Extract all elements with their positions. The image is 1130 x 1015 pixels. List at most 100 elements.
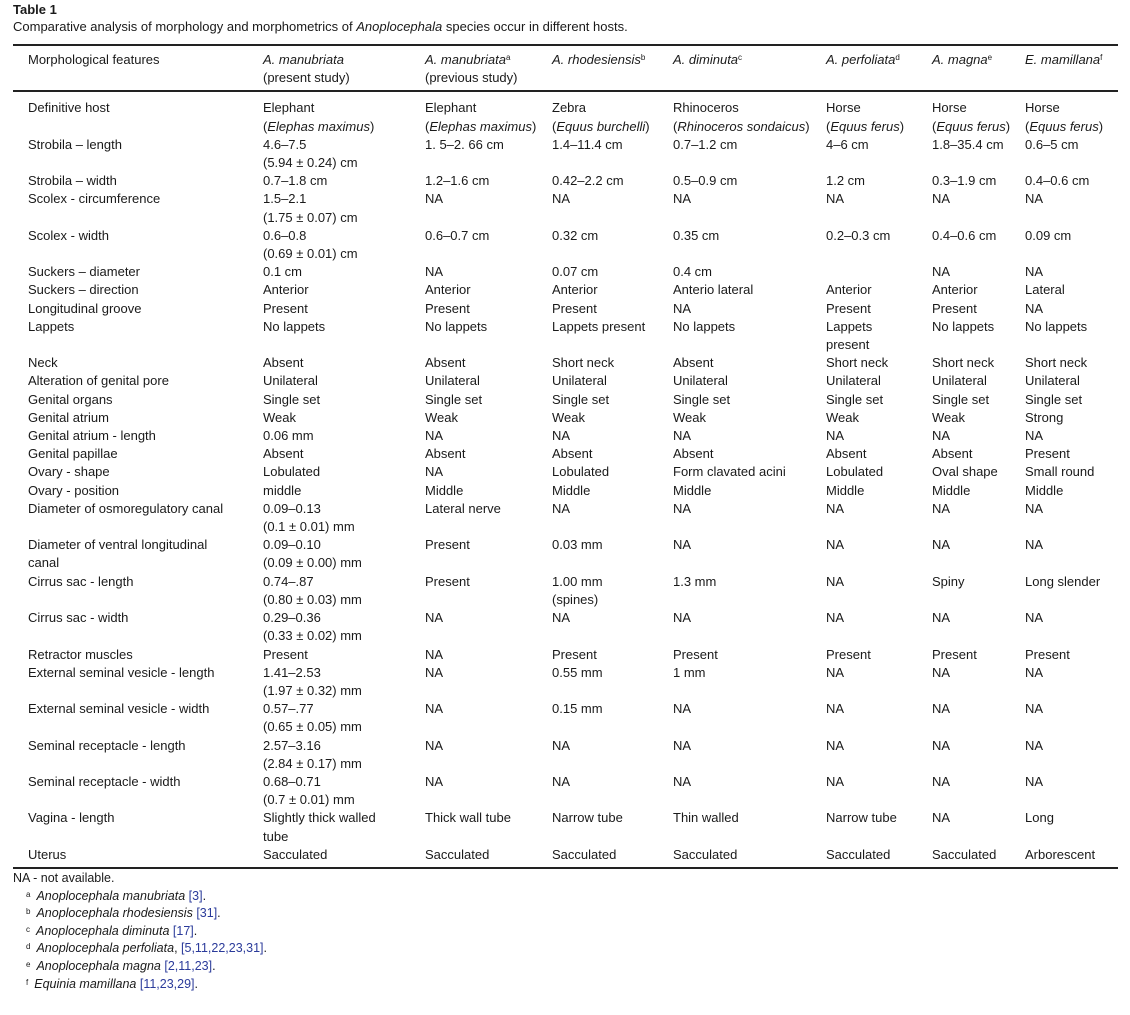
table-cell: NA [673, 428, 692, 444]
table-row: Scolex - width 0.6–0.8 (0.69 ± 0.01) cm 0.… [13, 227, 1118, 263]
footnote-refs[interactable]: [31] [196, 906, 218, 921]
host-latin: Elephas maximus [429, 118, 532, 134]
table-cell: Lobulated [263, 464, 321, 480]
table-cell: Weak [425, 409, 458, 425]
table-cell: Single set [673, 391, 731, 407]
header-species: A. magnae [932, 43, 1025, 93]
footnote-mark: a [26, 889, 31, 899]
row-label: Diameter of ventral longitudinal canal [28, 537, 208, 571]
table-cell: Middle [552, 482, 591, 498]
table-cell: Present [1025, 646, 1070, 662]
footnote-refs[interactable]: [5,11,22,23,31] [181, 941, 264, 956]
table-cell: 2.57–3.16 (2.84 ± 0.17) mm [263, 737, 362, 771]
row-label: Genital organs [28, 391, 113, 407]
table-cell: Lappets present [826, 318, 873, 353]
footnote-mark: e [987, 53, 993, 62]
table-row: Cirrus sac - length 0.74–.87 (0.80 ± 0.03… [13, 573, 1118, 609]
footnote-refs[interactable]: [2,11,23] [164, 958, 213, 973]
table-cell: Form clavated acini [673, 464, 786, 480]
table-cell: Unilateral [263, 373, 318, 389]
comparison-table: Morphological features A. manubriata (pres… [13, 43, 1118, 869]
table-cell: NA [425, 646, 444, 662]
table-row: Alteration of genital pore Unilateral Unil… [13, 372, 1118, 390]
table-cell: Unilateral [1025, 373, 1080, 389]
host-cell: Horse (Equus ferus) [1025, 100, 1104, 134]
header-species: A. manubriataa (previous study) [425, 43, 552, 93]
table-row: Scolex - circumference 1.5–2.1 (1.75 ± 0.… [13, 190, 1118, 226]
table-cell: Sacculated [552, 845, 673, 869]
table-cell: Sacculated [673, 845, 826, 869]
table-row: Diameter of osmoregulatory canal 0.09–0.1… [13, 500, 1118, 536]
table-cell: Single set [932, 391, 990, 407]
row-label: Ovary - shape [28, 464, 110, 480]
footnote-refs[interactable]: [3] [188, 888, 203, 903]
footnote-refs[interactable]: [17] [172, 923, 194, 938]
footnote-end: . [217, 906, 221, 921]
table-cell: Anterior [932, 282, 978, 298]
footnote-mark: c [26, 924, 30, 934]
table-cell: Present [1025, 446, 1070, 462]
table-cell: 0.57–.77 (0.65 ± 0.05) mm [263, 701, 362, 735]
table-cell: Absent [263, 446, 304, 462]
footnote-mark: a [505, 53, 511, 62]
table-cell: 0.09–0.10 (0.09 ± 0.00) mm [263, 537, 362, 571]
table-cell: NA [1025, 300, 1044, 316]
table-row: Seminal receptacle - width 0.68–0.71 (0.7… [13, 773, 1118, 809]
table-cell: Weak [552, 409, 585, 425]
table-cell: Lobulated [552, 464, 610, 480]
row-label: Suckers – diameter [28, 264, 140, 280]
table-cell: 1.4–11.4 cm [552, 136, 623, 152]
table-cell: Short neck [932, 355, 995, 371]
table-cell: NA [932, 191, 951, 207]
table-cell [826, 263, 932, 281]
footnote-refs[interactable]: [11,23,29] [139, 976, 195, 991]
table-cell: Unilateral [826, 373, 881, 389]
table-cell: NA [425, 773, 444, 789]
row-label: Seminal receptacle - width [28, 773, 181, 789]
table-cell: 0.4 cm [673, 264, 713, 280]
footnote-end: . [193, 923, 198, 938]
table-cell: NA [552, 773, 571, 789]
table-cell: Sacculated [826, 845, 932, 869]
table-cell: NA [552, 191, 571, 207]
table-cell: No lappets [263, 318, 326, 334]
table-cell: NA [552, 428, 571, 444]
study-note: (present study) [263, 70, 350, 86]
table-cell: NA [826, 428, 845, 444]
table-cell: Middle [826, 482, 865, 498]
host-name: Elephant [425, 100, 477, 116]
row-label: External seminal vesicle - width [28, 701, 210, 717]
table-cell: 0.68–0.71 (0.7 ± 0.01) mm [263, 773, 355, 808]
table-cell: NA [932, 737, 951, 753]
table-cell: NA [673, 610, 692, 626]
row-label: Neck [28, 355, 58, 371]
host-name: Elephant [263, 100, 315, 116]
table-cell: Present [932, 646, 977, 662]
table-cell: Single set [263, 391, 321, 407]
table-cell: NA [932, 664, 951, 680]
footnote-end: . [194, 976, 199, 991]
row-label: Retractor muscles [28, 646, 133, 662]
row-label: Alteration of genital pore [28, 373, 169, 389]
table-row-definitive-host: Definitive host Elephant (Elephas maximus)… [13, 91, 1118, 135]
footnote-mark: d [26, 942, 31, 952]
host-latin: Rhinoceros sondaicus [677, 118, 806, 134]
table-cell: 4–6 cm [826, 136, 869, 152]
table-cell: Present [673, 646, 718, 662]
table-row: Vagina - length Slightly thick walled tub… [13, 809, 1118, 845]
table-cell: Anterior [263, 282, 309, 298]
table-cell: Thin walled [673, 810, 739, 826]
table-cell: Sacculated [263, 845, 425, 869]
row-label: Cirrus sac - length [28, 573, 134, 589]
species-name: A. manubriata [263, 52, 344, 67]
species-name: A. perfoliata [826, 52, 896, 67]
row-label: Diameter of osmoregulatory canal [28, 500, 224, 516]
table-cell: Thick wall tube [425, 810, 511, 826]
table-cell: 0.29–0.36 (0.33 ± 0.02) mm [263, 610, 362, 644]
table-cell: 0.74–.87 (0.80 ± 0.03) mm [263, 573, 362, 607]
row-label: Genital papillae [28, 446, 118, 462]
study-note: (previous study) [425, 70, 518, 86]
table-cell: Present [552, 300, 597, 316]
table-cell: 0.2–0.3 cm [826, 227, 891, 243]
table-cell: Present [425, 537, 470, 553]
